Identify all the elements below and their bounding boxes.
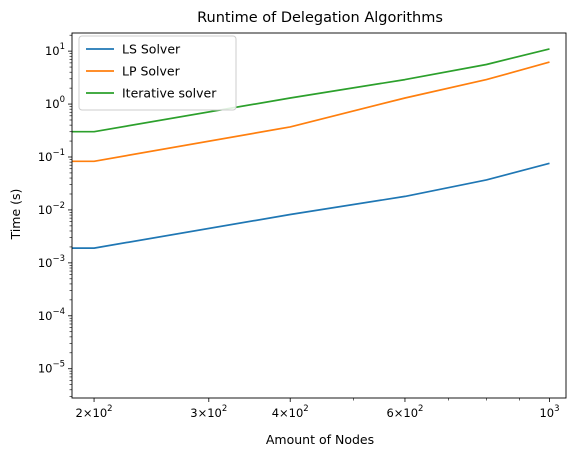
legend: LS Solver LP Solver Iterative solver <box>78 35 237 111</box>
legend-box <box>78 35 237 111</box>
legend-label: LP Solver <box>122 64 181 79</box>
x-tick-label: 3×102 <box>190 404 227 420</box>
legend-label: Iterative solver <box>122 86 217 101</box>
x-tick-label: 2×102 <box>76 404 113 420</box>
y-tick-label: 10−4 <box>38 307 65 323</box>
y-tick-label: 10−1 <box>38 148 65 164</box>
series-layer <box>72 48 550 249</box>
x-tick-label: 4×102 <box>272 404 309 420</box>
x-tick-label: 103 <box>539 404 559 420</box>
y-tick-label: 10−3 <box>38 254 65 270</box>
y-tick-label: 101 <box>45 42 65 58</box>
legend-label: LS Solver <box>122 42 181 57</box>
y-tick-label: 10−5 <box>38 360 65 376</box>
plot-frame <box>71 32 567 399</box>
chart-title: Runtime of Delegation Algorithms <box>197 10 443 26</box>
x-tick-label: 6×102 <box>386 404 423 420</box>
y-tick-label: 10−2 <box>38 201 65 217</box>
series-line-0 <box>72 162 550 249</box>
ticks-layer: 2×102 3×102 4×102 6×102 103 10−5 10−4 10−3 10−2 1… <box>38 34 560 420</box>
series-line-2 <box>72 48 550 133</box>
series-line-1 <box>72 61 550 163</box>
y-axis-label: Time (s) <box>8 189 23 241</box>
y-tick-label: 100 <box>45 95 65 111</box>
x-axis-label: Amount of Nodes <box>266 432 374 447</box>
